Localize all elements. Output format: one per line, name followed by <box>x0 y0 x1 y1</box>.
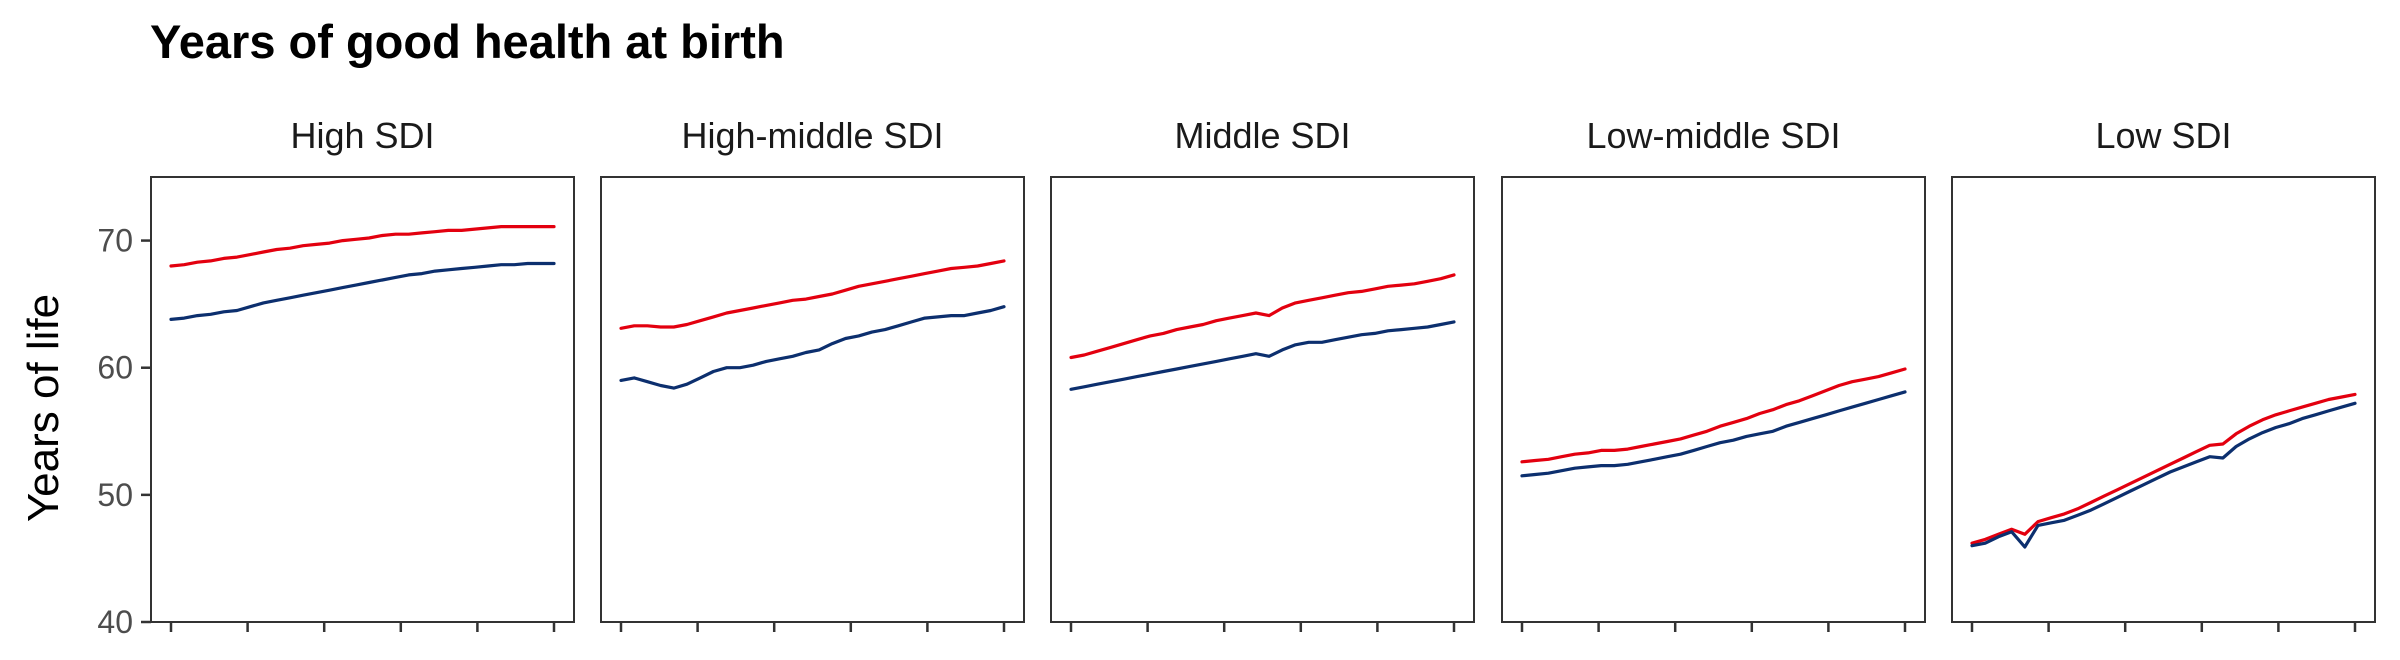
y-axis: 40 50 60 70 <box>97 223 151 640</box>
facet-label: High SDI <box>290 115 434 156</box>
facet-panel: High-middle SDI <box>600 115 1025 632</box>
panel-border <box>600 176 1025 623</box>
facet-panel: High SDI <box>150 115 575 632</box>
facet-label: Low SDI <box>2095 115 2231 156</box>
panel-border <box>150 176 575 623</box>
y-tick-label: 70 <box>97 223 133 259</box>
panel-border <box>1951 176 2376 623</box>
series-line <box>1069 320 1456 391</box>
panel-border <box>1050 176 1475 623</box>
y-tick-label: 60 <box>97 350 133 386</box>
series-line <box>169 225 556 268</box>
facet-panel: Low-middle SDI <box>1501 115 1926 632</box>
chart-title: Years of good health at birth <box>150 15 785 68</box>
series-line <box>1520 367 1907 464</box>
facet-panels: High SDI High-middle SDI Middle SDI Low-mid… <box>150 115 2376 632</box>
series-line <box>169 261 556 321</box>
series-line <box>619 305 1006 390</box>
series-line <box>1069 273 1456 360</box>
facet-panel: Middle SDI <box>1050 115 1475 632</box>
panel-border <box>1501 176 1926 623</box>
series-line <box>619 259 1006 330</box>
facet-panel: Low SDI <box>1951 115 2376 632</box>
facet-label: High-middle SDI <box>681 115 943 156</box>
series-line <box>1520 390 1907 478</box>
y-axis-label: Years of life <box>19 294 68 522</box>
y-tick-label: 50 <box>97 477 133 513</box>
series-line <box>1970 392 2357 545</box>
y-tick-label: 40 <box>97 604 133 640</box>
series-line <box>1970 401 2357 549</box>
facet-label: Low-middle SDI <box>1586 115 1840 156</box>
facet-label: Middle SDI <box>1174 115 1350 156</box>
